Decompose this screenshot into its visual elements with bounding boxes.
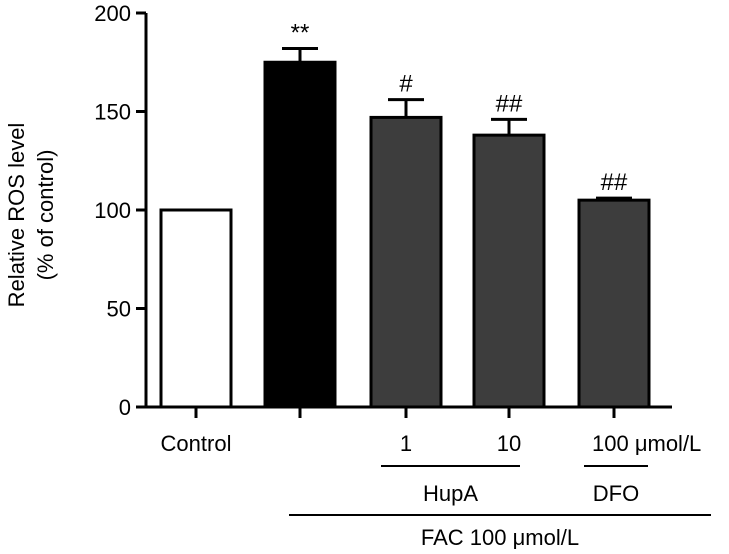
axes: 0 50 100 150 200 xyxy=(94,1,672,420)
significance-mark-1: ** xyxy=(291,19,310,46)
group-brackets: HupA DFO FAC 100 μmol/L xyxy=(289,465,711,550)
bar-3 xyxy=(472,133,546,409)
bar-0 xyxy=(159,208,233,409)
y-axis-title-line-1: Relative ROS level xyxy=(4,123,29,308)
bar-4 xyxy=(577,198,651,409)
significance-mark-2: # xyxy=(399,71,413,98)
x-tick-label-4: 100 μmol/L xyxy=(592,431,701,456)
y-tick-label-2: 100 xyxy=(94,198,131,223)
significance-mark-3: ## xyxy=(496,90,523,117)
x-tick-label-3: 10 xyxy=(497,431,521,456)
y-axis-title-line-2: (% of control) xyxy=(33,150,58,281)
significance-mark-4: ## xyxy=(601,169,628,196)
group-label-1: DFO xyxy=(593,481,639,506)
x-tick-label-0: Control xyxy=(161,431,232,456)
group-label-2: FAC 100 μmol/L xyxy=(421,525,579,550)
group-label-0: HupA xyxy=(423,481,478,506)
y-axis-title: Relative ROS level (% of control) xyxy=(4,123,58,308)
y-tick-label-0: 0 xyxy=(119,395,131,420)
y-tick-label-4: 200 xyxy=(94,1,131,26)
y-tick-label-3: 150 xyxy=(94,100,131,125)
bar-2 xyxy=(369,115,443,409)
x-tick-label-2: 1 xyxy=(400,431,412,456)
bars: Control ** #1 ## 10 ## 100 μmol/L xyxy=(159,19,701,456)
bar-1 xyxy=(263,60,337,409)
y-tick-label-1: 50 xyxy=(107,297,131,322)
